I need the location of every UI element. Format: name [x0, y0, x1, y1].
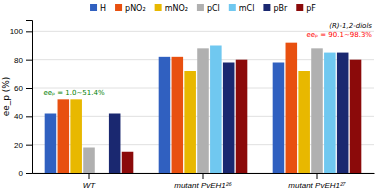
x-tick: mutant PvEH1²⁶	[174, 173, 232, 189]
legend-swatch	[90, 4, 97, 11]
bar	[223, 63, 235, 174]
legend-label: mNO₂	[165, 4, 188, 13]
x-tick: WT	[83, 173, 97, 189]
legend-item: pCl	[197, 4, 220, 13]
y-tick-mark	[26, 145, 32, 146]
bar	[122, 152, 134, 173]
legend-label: pBr	[273, 4, 288, 13]
chart: 0 20 40 60 80 100 WT mutant PvEH1²⁶ mutant PvEH1…	[0, 0, 380, 189]
y-tick-mark	[26, 31, 32, 32]
legend-swatch	[115, 4, 122, 11]
bar	[58, 99, 70, 173]
y-tick: 40	[14, 112, 32, 121]
legend-swatch	[155, 4, 162, 11]
bar	[197, 48, 209, 173]
x-axis: WT mutant PvEH1²⁶ mutant PvEH1²⁷	[33, 173, 375, 189]
legend-item: H	[90, 4, 106, 13]
y-tick-label: 20	[14, 141, 23, 150]
y-tick: 20	[14, 141, 32, 150]
bar	[184, 71, 196, 173]
annotation: eeₚ = 1.0~51.4%	[43, 89, 105, 97]
x-tick-mark	[203, 173, 204, 179]
grid	[32, 31, 374, 173]
bar	[273, 63, 285, 174]
bar	[337, 53, 349, 173]
annotation: eeₚ = 90.1~98.3%	[306, 31, 372, 39]
x-tick-mark	[317, 173, 318, 179]
y-axis-line	[26, 21, 33, 174]
legend-label: pNO₂	[125, 4, 146, 13]
y-tick: 60	[14, 84, 32, 93]
legend-label: H	[100, 4, 106, 13]
x-tick: mutant PvEH1²⁷	[288, 173, 346, 189]
legend-item: pNO₂	[115, 4, 146, 13]
x-tick-label: mutant PvEH1²⁷	[288, 181, 346, 189]
y-tick-mark	[26, 60, 32, 61]
y-tick-label: 40	[14, 112, 23, 121]
legend-label: pF	[306, 4, 316, 13]
legend-swatch	[229, 4, 236, 11]
y-tick-label: 100	[10, 27, 24, 36]
legend: HpNO₂ mNO₂ pCl mCl pBr pF	[90, 4, 316, 13]
y-tick-label: 80	[14, 56, 23, 65]
legend-item: mNO₂	[155, 4, 188, 13]
bar	[83, 148, 95, 174]
plot: 0 20 40 60 80 100 WT mutant PvEH1²⁶ mutant PvEH1…	[10, 21, 375, 189]
legend-swatch	[263, 4, 270, 11]
legend-item: pBr	[263, 4, 288, 13]
x-tick-mark	[89, 173, 90, 179]
bar	[210, 46, 222, 174]
legend-swatch	[197, 4, 204, 11]
legend-item: mCl	[229, 4, 255, 13]
y-tick-mark	[26, 173, 32, 174]
annotation: (R)-1,2-diols	[329, 22, 372, 30]
bar	[350, 60, 362, 173]
y-tick-label: 0	[19, 169, 24, 178]
bar	[298, 71, 310, 173]
bar	[70, 99, 82, 173]
bar	[45, 114, 57, 174]
y-axis: 0 20 40 60 80 100	[10, 21, 33, 179]
legend-label: mCl	[239, 4, 255, 13]
y-tick: 0	[19, 169, 32, 178]
bars	[45, 43, 362, 173]
annotations: eeₚ = 1.0~51.4% (R)-1,2-diolseeₚ = 90.1~9…	[43, 22, 372, 97]
y-tick: 100	[10, 27, 32, 36]
legend-label: pCl	[207, 4, 220, 13]
y-tick-label: 60	[14, 84, 23, 93]
bar	[311, 48, 323, 173]
x-tick-label: WT	[83, 181, 97, 189]
y-tick-mark	[26, 116, 32, 117]
bar	[324, 53, 336, 173]
y-tick: 80	[14, 56, 32, 65]
legend-swatch	[296, 4, 303, 11]
bar	[109, 114, 121, 174]
bar	[159, 57, 171, 173]
x-tick-label: mutant PvEH1²⁶	[174, 181, 232, 189]
bar	[286, 43, 298, 173]
legend-item: pF	[296, 4, 316, 13]
bar	[172, 57, 184, 173]
y-tick-mark	[26, 88, 32, 89]
y-axis-title: ee_p (%)	[1, 77, 11, 117]
bar	[236, 60, 248, 173]
